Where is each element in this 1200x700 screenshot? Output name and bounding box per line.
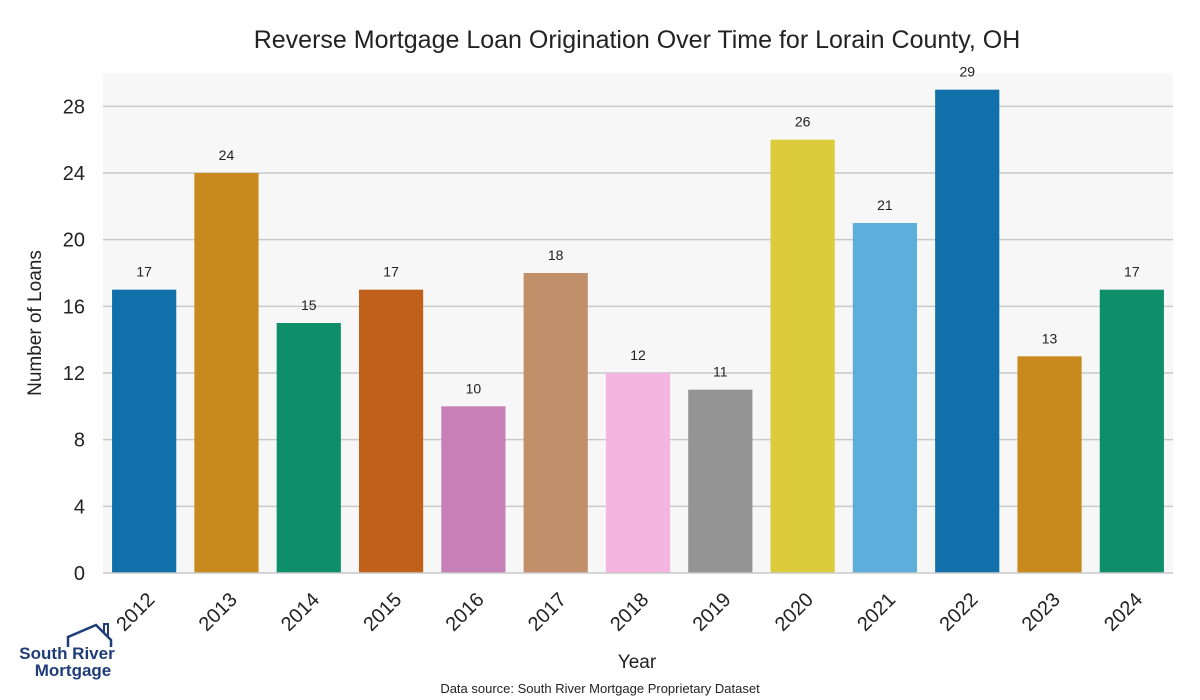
bar-2020	[770, 139, 835, 573]
data-labels: 17 24 15 17 10 18 12 11 26 21 29 13 17	[136, 64, 1139, 397]
data-label-2014: 15	[301, 297, 317, 313]
data-label-2013: 24	[219, 147, 235, 163]
data-label-2015: 17	[383, 264, 399, 280]
y-tick-label: 16	[63, 296, 85, 318]
y-tick-label: 0	[74, 563, 85, 585]
y-axis-label: Number of Loans	[25, 250, 46, 396]
bar-2023	[1017, 356, 1082, 573]
data-label-2022: 29	[959, 64, 975, 80]
data-label-2021: 21	[877, 197, 893, 213]
y-tick-label: 8	[74, 430, 85, 452]
x-axis-ticks: 2012 2013 2014 2015 2016 2017 2018 2019 2020 2021…	[112, 589, 1147, 636]
data-label-2019: 11	[713, 364, 728, 380]
logo-line-2: Mortgage	[35, 661, 112, 680]
y-axis-ticks: 0 4 8 12 16 20 24 28	[63, 96, 85, 585]
data-label-2012: 17	[136, 264, 152, 280]
south-river-mortgage-logo: South River Mortgage	[19, 623, 115, 680]
chimney-icon	[103, 623, 109, 636]
y-tick-label: 28	[63, 96, 85, 118]
bar-2017	[523, 273, 588, 573]
x-tick-label-2018: 2018	[606, 589, 653, 636]
logo-line-1: South River	[19, 644, 115, 663]
house-icon	[66, 623, 113, 647]
x-tick-label-2023: 2023	[1018, 589, 1065, 636]
bar-2021	[852, 223, 918, 573]
x-tick-label-2022: 2022	[935, 589, 982, 636]
bar-2019	[688, 389, 753, 573]
x-tick-label-2024: 2024	[1100, 589, 1147, 636]
bar-2015	[358, 289, 424, 573]
x-tick-label-2016: 2016	[442, 589, 489, 636]
x-axis-label: Year	[618, 652, 657, 673]
y-tick-label: 24	[63, 163, 85, 185]
x-tick-label-2020: 2020	[771, 589, 818, 636]
data-label-2016: 10	[466, 380, 482, 396]
x-tick-label-2014: 2014	[277, 589, 324, 636]
x-tick-label-2015: 2015	[359, 589, 406, 636]
bar-2012	[112, 289, 177, 573]
bar-2013	[194, 173, 259, 573]
y-tick-label: 12	[63, 363, 85, 385]
bars	[112, 89, 1164, 574]
data-source-note: Data source: South River Mortgage Propri…	[440, 681, 760, 696]
y-tick-label: 4	[74, 496, 85, 518]
data-label-2018: 12	[630, 347, 646, 363]
x-tick-label-2021: 2021	[853, 589, 900, 636]
chart-title: Reverse Mortgage Loan Origination Over T…	[254, 26, 1021, 54]
bar-2014	[276, 323, 341, 573]
bar-2016	[441, 406, 506, 573]
bar-2018	[605, 373, 671, 573]
data-label-2020: 26	[795, 114, 811, 130]
x-tick-label-2012: 2012	[112, 589, 159, 636]
x-tick-label-2013: 2013	[195, 589, 242, 636]
bar-2022	[935, 89, 1000, 574]
data-label-2024: 17	[1124, 264, 1140, 280]
y-tick-label: 20	[63, 230, 85, 252]
x-tick-label-2019: 2019	[689, 589, 736, 636]
x-tick-label-2017: 2017	[524, 589, 571, 636]
bar-2024	[1099, 289, 1164, 573]
data-label-2023: 13	[1042, 330, 1058, 346]
data-label-2017: 18	[548, 247, 564, 263]
